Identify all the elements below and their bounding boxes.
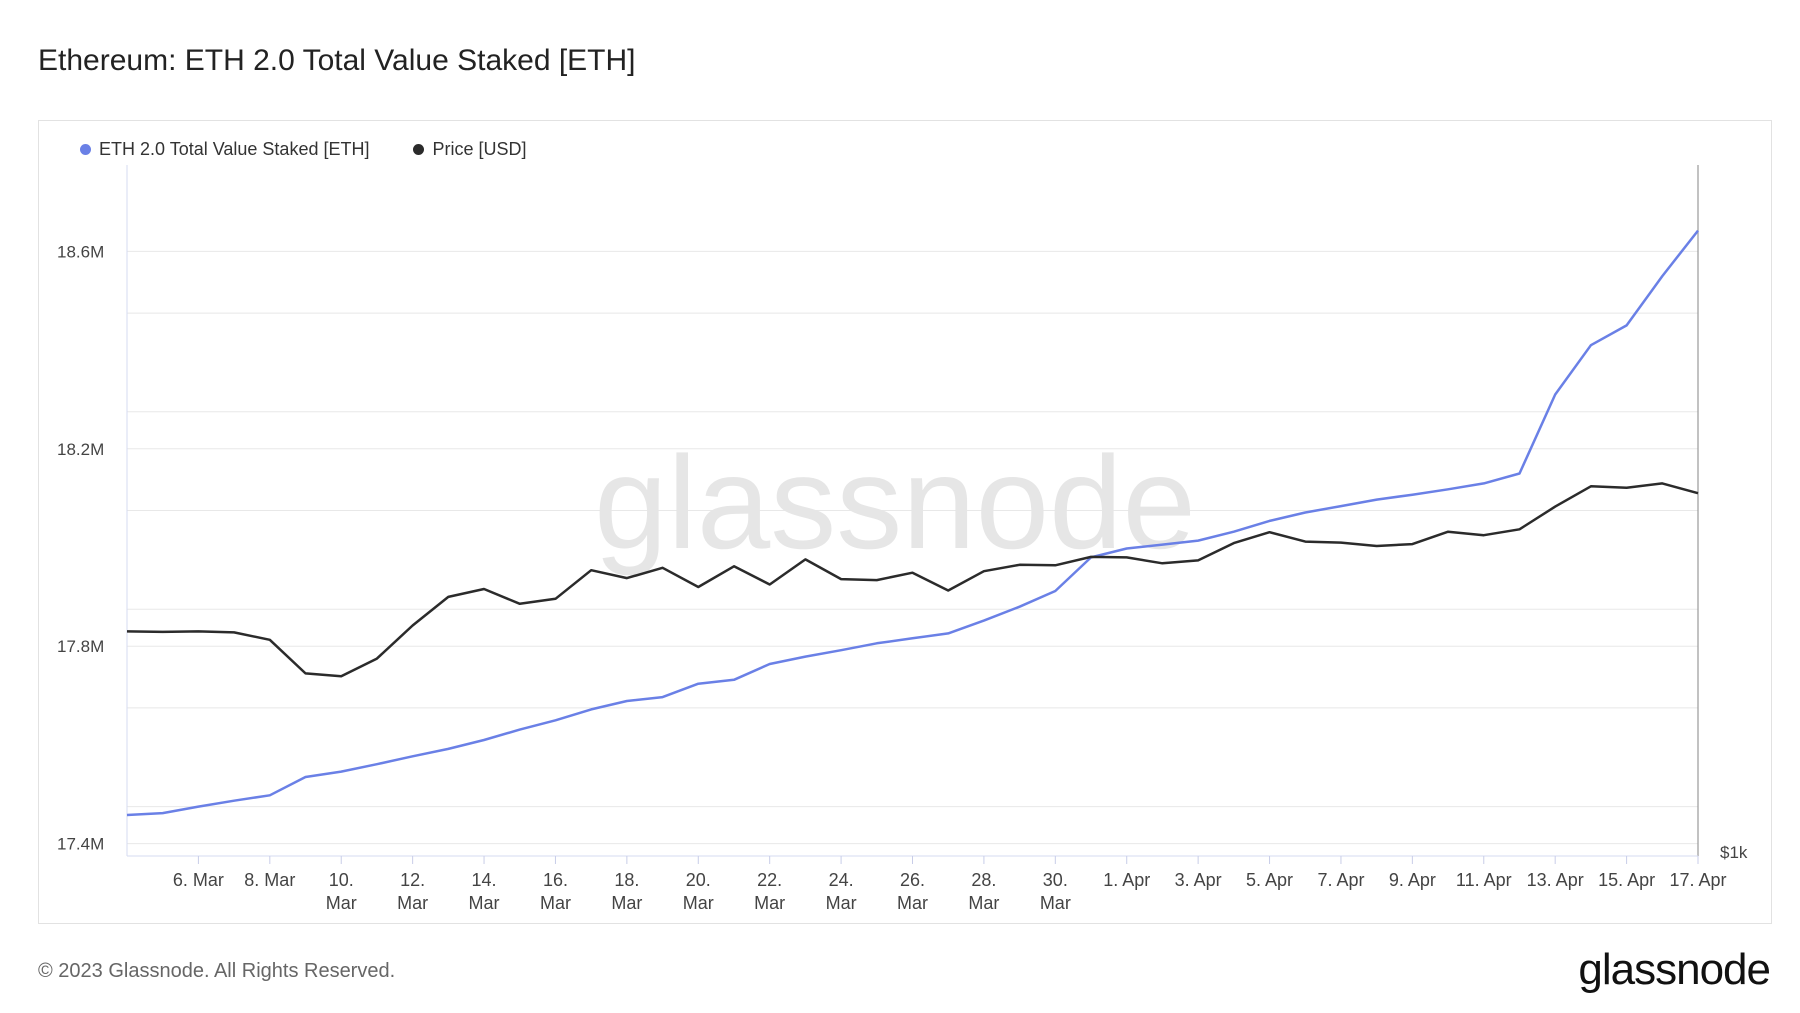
x-tick-label: 24. Mar — [826, 870, 857, 913]
y-tick-label: 17.8M — [57, 637, 104, 656]
series-lines — [126, 229, 1699, 817]
gridlines — [127, 250, 1698, 845]
x-tick-label-line: 1. Apr — [1103, 870, 1150, 890]
x-tick-label: 7. Apr — [1317, 870, 1364, 890]
x-tick-label-line: 20. — [686, 870, 711, 890]
x-tick-label-line: 5. Apr — [1246, 870, 1293, 890]
series-line-staked — [126, 229, 1699, 817]
x-tick-label: 26. Mar — [897, 870, 928, 913]
x-tick-label-line: Mar — [968, 893, 999, 913]
x-tick-label-line: 30. — [1043, 870, 1068, 890]
x-tick-label: 15. Apr — [1598, 870, 1655, 890]
y-tick-label: 18.2M — [57, 440, 104, 459]
x-tick-label-line: 6. Mar — [173, 870, 224, 890]
x-tick-label-line: 3. Apr — [1175, 870, 1222, 890]
x-tick-label: 17. Apr — [1669, 870, 1726, 890]
x-tick-label-line: Mar — [397, 893, 428, 913]
x-tick-label-line: 8. Mar — [244, 870, 295, 890]
x-tick-label: 14. Mar — [469, 870, 500, 913]
x-tick-label-line: 16. — [543, 870, 568, 890]
x-tick-label-line: Mar — [611, 893, 642, 913]
x-tick-label: 3. Apr — [1175, 870, 1222, 890]
x-tick-label-line: 22. — [757, 870, 782, 890]
legend-label-staked: ETH 2.0 Total Value Staked [ETH] — [99, 139, 370, 159]
x-tick-label: 22. Mar — [754, 870, 785, 913]
x-tick-label: 11. Apr — [1456, 870, 1512, 890]
x-tick-label: 10. Mar — [326, 870, 357, 913]
brand-logo[interactable]: glassnode — [1578, 945, 1771, 994]
series-line-price — [126, 482, 1699, 678]
x-tick-label-line: Mar — [754, 893, 785, 913]
x-tick-label-line: Mar — [540, 893, 571, 913]
x-tick-label: 28. Mar — [968, 870, 999, 913]
x-tick-label: 13. Apr — [1527, 870, 1584, 890]
x-tick-label-line: 13. Apr — [1527, 870, 1584, 890]
x-tick-label: 8. Mar — [244, 870, 295, 890]
x-tick-label: 30. Mar — [1040, 870, 1071, 913]
x-tick-label: 6. Mar — [173, 870, 224, 890]
x-tick-label-line: 18. — [614, 870, 639, 890]
x-tick-label: 20. Mar — [683, 870, 714, 913]
y-right-tick-label: $1k — [1720, 843, 1748, 862]
legend-item-price[interactable]: Price [USD] — [413, 139, 527, 160]
x-tick-label-line: Mar — [826, 893, 857, 913]
x-tick-label-line: Mar — [469, 893, 500, 913]
x-tick-label-line: Mar — [897, 893, 928, 913]
axis-labels: 6. Mar 8. Mar 10. Mar 12. Mar 14. Mar 16. Mar 18. M… — [57, 242, 1748, 913]
x-tick-label-line: 14. — [472, 870, 497, 890]
x-tick-label-line: 7. Apr — [1317, 870, 1364, 890]
legend-dot-staked — [80, 144, 91, 155]
x-tick-label: 18. Mar — [611, 870, 642, 913]
watermark: glassnode — [594, 429, 1196, 576]
x-tick-label: 5. Apr — [1246, 870, 1293, 890]
x-tick-label: 9. Apr — [1389, 870, 1436, 890]
x-tick-label-line: 28. — [971, 870, 996, 890]
legend: ETH 2.0 Total Value Staked [ETH] Price [… — [80, 139, 527, 160]
x-tick-label-line: Mar — [326, 893, 357, 913]
x-tick-label-line: 10. — [329, 870, 354, 890]
chart-title: Ethereum: ETH 2.0 Total Value Staked [ET… — [38, 44, 636, 77]
x-tick-label-line: Mar — [683, 893, 714, 913]
x-tick-label-line: 9. Apr — [1389, 870, 1436, 890]
x-tick-label-line: 26. — [900, 870, 925, 890]
chart-frame — [38, 120, 1772, 924]
legend-item-staked[interactable]: ETH 2.0 Total Value Staked [ETH] — [80, 139, 369, 160]
x-tick-label-line: 11. Apr — [1456, 870, 1512, 890]
x-tick-label: 12. Mar — [397, 870, 428, 913]
legend-dot-price — [413, 144, 425, 155]
axes — [126, 165, 1699, 864]
y-tick-label: 17.4M — [57, 835, 104, 854]
x-tick-label-line: 24. — [829, 870, 854, 890]
y-tick-label: 18.6M — [57, 242, 104, 261]
x-tick-label-line: 17. Apr — [1669, 870, 1726, 890]
legend-label-price: Price [USD] — [432, 139, 527, 159]
x-tick-label: 1. Apr — [1103, 870, 1150, 890]
copyright-text: © 2023 Glassnode. All Rights Reserved. — [38, 960, 396, 982]
x-tick-label-line: 12. — [400, 870, 425, 890]
x-tick-label-line: 15. Apr — [1598, 870, 1655, 890]
x-tick-label: 16. Mar — [540, 870, 571, 913]
x-tick-label-line: Mar — [1040, 893, 1071, 913]
